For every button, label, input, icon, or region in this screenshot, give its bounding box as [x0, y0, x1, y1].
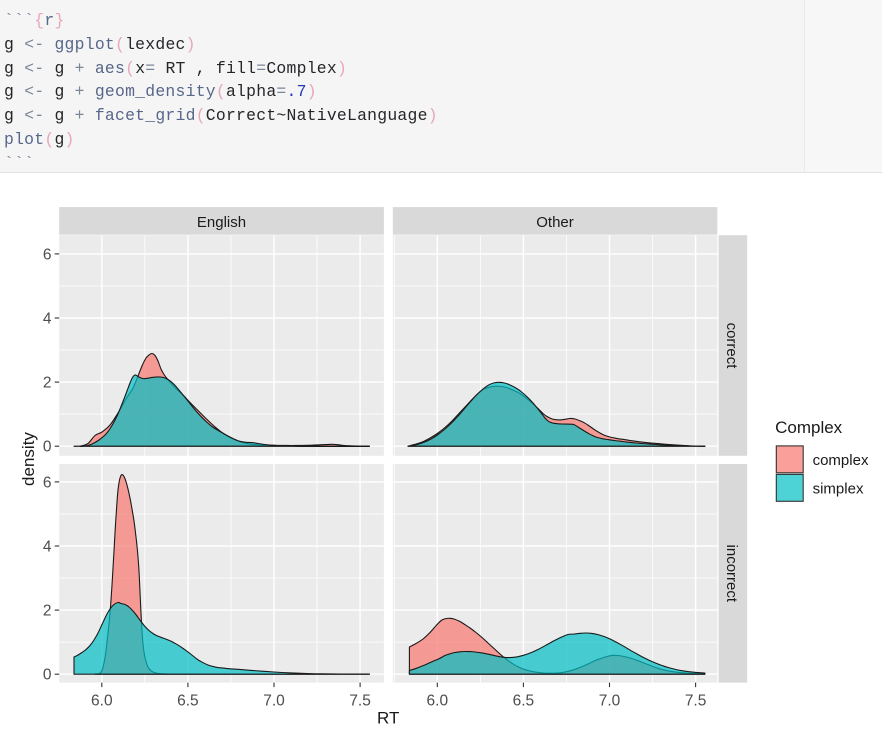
svg-text:0: 0 — [43, 667, 52, 684]
svg-text:correct: correct — [723, 323, 740, 370]
svg-text:0: 0 — [43, 439, 52, 456]
svg-text:incorrect: incorrect — [723, 545, 740, 603]
svg-text:4: 4 — [43, 311, 52, 328]
svg-text:2: 2 — [43, 603, 52, 620]
svg-text:7.0: 7.0 — [263, 692, 285, 709]
svg-text:6.5: 6.5 — [513, 692, 535, 709]
svg-text:7.5: 7.5 — [349, 692, 371, 709]
svg-text:7.0: 7.0 — [599, 692, 621, 709]
svg-text:6: 6 — [43, 474, 52, 491]
svg-text:6.5: 6.5 — [177, 692, 199, 709]
svg-text:simplex: simplex — [813, 480, 864, 497]
svg-text:Complex: Complex — [775, 418, 843, 437]
svg-text:complex: complex — [813, 452, 869, 469]
svg-text:6.0: 6.0 — [91, 692, 113, 709]
svg-text:RT: RT — [377, 709, 399, 728]
svg-text:Other: Other — [536, 214, 574, 231]
svg-text:English: English — [197, 214, 246, 231]
svg-text:2: 2 — [43, 375, 52, 392]
svg-text:7.5: 7.5 — [685, 692, 707, 709]
svg-text:density: density — [19, 432, 38, 486]
svg-text:4: 4 — [43, 539, 52, 556]
svg-text:6: 6 — [43, 246, 52, 263]
svg-text:6.0: 6.0 — [427, 692, 449, 709]
